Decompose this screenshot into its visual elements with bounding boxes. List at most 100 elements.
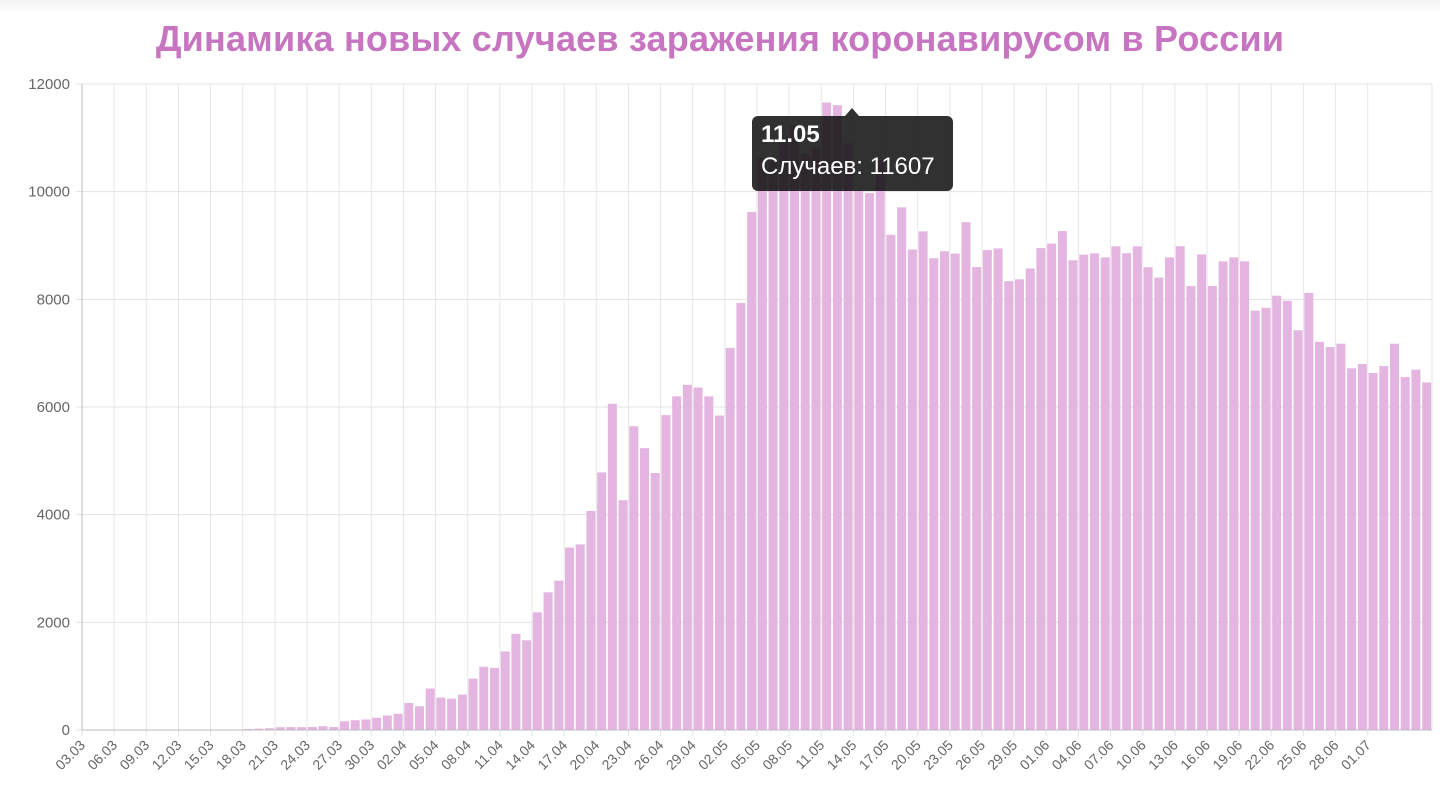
y-tick-label: 10000 bbox=[28, 184, 70, 201]
x-tick-label: 20.04 bbox=[566, 737, 602, 773]
x-tick-label: 30.03 bbox=[341, 737, 377, 773]
y-tick-label: 4000 bbox=[37, 507, 70, 524]
bar bbox=[1229, 257, 1239, 730]
bar bbox=[1175, 246, 1185, 730]
bar bbox=[457, 694, 467, 730]
bar bbox=[607, 403, 617, 730]
bar bbox=[832, 105, 842, 731]
bar bbox=[1282, 300, 1292, 730]
x-tick-label: 08.04 bbox=[438, 737, 474, 773]
x-tick-label: 28.06 bbox=[1306, 737, 1342, 773]
x-tick-label: 29.05 bbox=[984, 737, 1020, 773]
bar bbox=[1068, 260, 1078, 730]
bar bbox=[950, 253, 960, 730]
bar bbox=[1165, 257, 1174, 730]
bar bbox=[886, 234, 896, 730]
bar bbox=[940, 251, 949, 730]
x-tick-label: 02.05 bbox=[695, 737, 731, 773]
bar bbox=[629, 426, 639, 730]
x-tick-label: 12.03 bbox=[148, 737, 184, 773]
x-tick-label: 18.03 bbox=[213, 737, 249, 773]
bar bbox=[1079, 254, 1089, 730]
bar bbox=[1004, 281, 1014, 730]
x-tick-label: 06.03 bbox=[84, 737, 120, 773]
bar bbox=[982, 250, 992, 730]
x-tick-label: 01.06 bbox=[1016, 737, 1052, 773]
x-tick-label: 24.03 bbox=[277, 737, 313, 773]
bar bbox=[1143, 267, 1153, 730]
bar bbox=[800, 154, 810, 730]
bar bbox=[318, 726, 328, 730]
bar bbox=[307, 726, 317, 730]
bar bbox=[1293, 330, 1303, 730]
x-tick-label: 14.05 bbox=[823, 737, 859, 773]
bar bbox=[1122, 253, 1132, 730]
x-tick-label: 11.05 bbox=[792, 737, 828, 773]
x-tick-label: 10.06 bbox=[1113, 737, 1149, 773]
bar bbox=[425, 688, 435, 730]
bar bbox=[768, 160, 778, 730]
bar bbox=[361, 719, 371, 730]
x-tick-label: 01.07 bbox=[1338, 737, 1374, 773]
bar bbox=[1100, 257, 1110, 730]
chart-tooltip: 11.05 Случаев: 11607 bbox=[752, 108, 953, 191]
bar bbox=[522, 640, 532, 730]
bar bbox=[1315, 341, 1324, 730]
y-tick-label: 2000 bbox=[37, 614, 70, 631]
bar bbox=[586, 510, 596, 730]
bar bbox=[1390, 343, 1399, 730]
x-tick-label: 05.04 bbox=[406, 737, 442, 773]
x-tick-label: 03.03 bbox=[52, 737, 88, 773]
bar bbox=[790, 125, 799, 731]
bar bbox=[1090, 253, 1099, 730]
bar bbox=[1186, 286, 1196, 730]
bar bbox=[757, 157, 767, 731]
bar bbox=[597, 472, 607, 730]
bar bbox=[1025, 268, 1035, 730]
bar bbox=[329, 726, 339, 730]
bar bbox=[747, 211, 757, 730]
bar bbox=[725, 347, 735, 730]
bar bbox=[350, 720, 360, 730]
bar bbox=[1357, 363, 1367, 730]
bar bbox=[993, 248, 1003, 731]
bar bbox=[286, 727, 296, 730]
bar bbox=[532, 612, 542, 730]
bar bbox=[1272, 295, 1282, 730]
bar bbox=[672, 396, 682, 730]
bar bbox=[650, 472, 660, 730]
x-tick-label: 25.06 bbox=[1273, 737, 1309, 773]
bar bbox=[1400, 377, 1410, 730]
bar bbox=[1154, 277, 1164, 730]
chart-title: Динамика новых случаев заражения коронав… bbox=[155, 18, 1285, 59]
bar bbox=[1325, 347, 1335, 730]
x-tick-label: 07.06 bbox=[1081, 737, 1117, 773]
x-tick-label: 02.04 bbox=[373, 737, 409, 773]
bar bbox=[1379, 366, 1389, 730]
bar bbox=[565, 547, 574, 730]
bar bbox=[715, 415, 724, 730]
bar bbox=[918, 231, 928, 730]
bar bbox=[929, 258, 939, 730]
bar bbox=[1197, 254, 1207, 730]
bar bbox=[511, 633, 521, 730]
bar bbox=[393, 713, 403, 730]
tooltip-title: 11.05 bbox=[761, 121, 820, 148]
bar bbox=[640, 448, 649, 730]
x-tick-label: 16.06 bbox=[1177, 737, 1213, 773]
bar bbox=[436, 697, 446, 730]
bar bbox=[779, 137, 789, 731]
tooltip-arrow bbox=[845, 108, 859, 116]
y-tick-label: 8000 bbox=[37, 291, 70, 308]
x-tick-label: 23.05 bbox=[920, 737, 956, 773]
bar bbox=[682, 384, 692, 730]
bar bbox=[1261, 307, 1271, 730]
bar bbox=[1207, 285, 1217, 730]
bar bbox=[1368, 372, 1378, 730]
bar bbox=[1240, 261, 1249, 730]
tooltip-value: Случаев: 11607 bbox=[761, 153, 935, 180]
y-tick-label: 12000 bbox=[28, 76, 70, 93]
bar bbox=[1218, 261, 1228, 730]
bar bbox=[854, 190, 864, 731]
